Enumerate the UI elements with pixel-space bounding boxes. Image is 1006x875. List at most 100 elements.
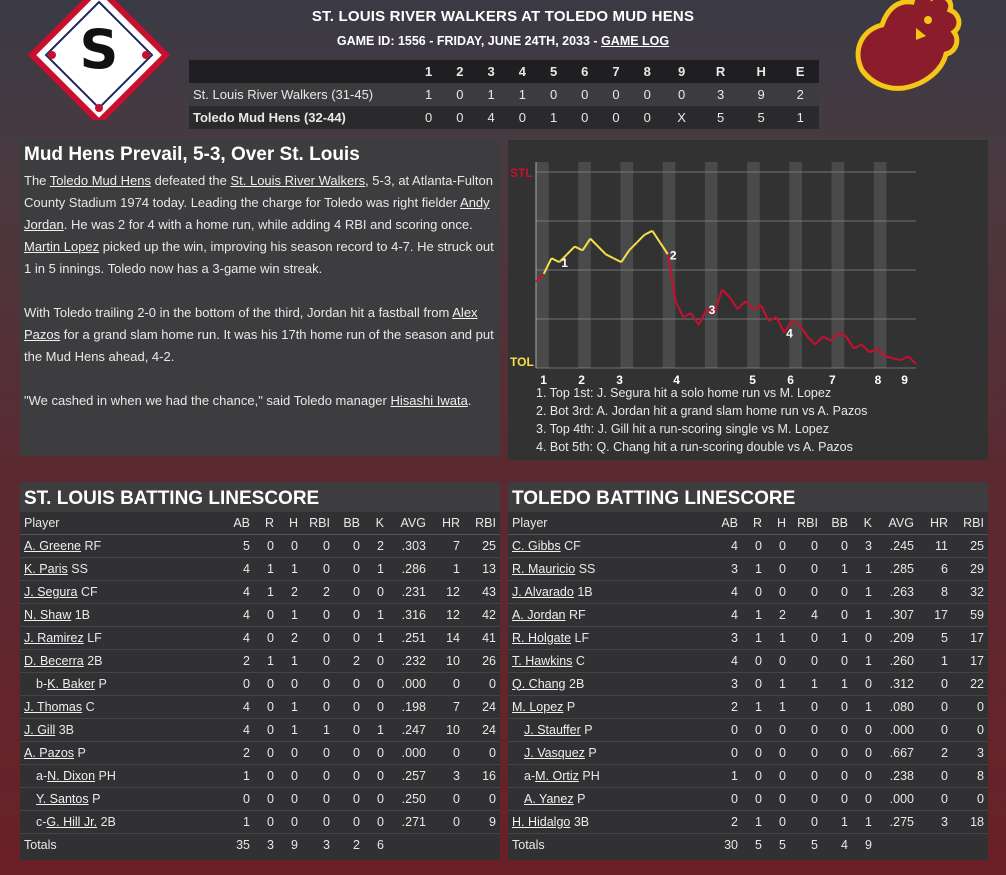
linescore-row: St. Louis River Walkers (31-45) 1 0 1 1 0 0 0 0 0… bbox=[189, 83, 819, 106]
player-cell: R. Mauricio SS bbox=[508, 557, 706, 581]
tol-box-title: TOLEDO BATTING LINESCORE bbox=[508, 482, 988, 512]
stat-cell: 0 bbox=[330, 810, 360, 834]
player-name-link[interactable]: A. Greene bbox=[24, 538, 81, 553]
stl-batting-table: Player AB R H RBI BB K AVG HR RBI A. Greene RF 5 0 0… bbox=[20, 512, 500, 856]
stat-cell: 4 bbox=[218, 695, 250, 719]
linescore-cell: X bbox=[677, 110, 686, 125]
tol-column-header: R bbox=[738, 512, 762, 535]
player-name-link[interactable]: T. Hawkins bbox=[512, 653, 573, 668]
story-link[interactable]: St. Louis River Walkers bbox=[230, 173, 366, 188]
player-name-link[interactable]: A. Yanez bbox=[524, 791, 574, 806]
win-probability-segment bbox=[644, 229, 653, 236]
stat-cell: 1 bbox=[250, 649, 274, 673]
linescore-team-name[interactable]: St. Louis River Walkers (31-45) bbox=[193, 87, 374, 102]
totals-cell: 5 bbox=[779, 837, 786, 852]
linescore-inning-header: 1 bbox=[425, 64, 433, 79]
player-position: 2B bbox=[100, 814, 116, 829]
stat-cell: 1 bbox=[360, 557, 384, 581]
player-name-link[interactable]: N. Shaw bbox=[24, 607, 72, 622]
player-name-link[interactable]: M. Lopez bbox=[512, 699, 564, 714]
player-name-link[interactable]: J. Segura bbox=[24, 584, 78, 599]
stat-cell: 0 bbox=[762, 534, 786, 558]
totals-cell: 9 bbox=[865, 837, 872, 852]
story-link[interactable]: Martin Lopez bbox=[24, 239, 100, 254]
linescore-header-row: 1 2 3 4 5 6 7 8 9 R H E bbox=[189, 60, 819, 83]
totals-cell: 2 bbox=[353, 837, 360, 852]
story-link[interactable]: Andy Jordan bbox=[24, 195, 490, 232]
tol-player-row: R. Mauricio SS 3 1 0 0 1 1.285 6 29 bbox=[508, 557, 988, 581]
stat-cell: .247 bbox=[384, 718, 426, 742]
player-position: LF bbox=[574, 630, 590, 645]
player-name-link[interactable]: J. Thomas bbox=[24, 699, 83, 714]
stat-cell: 2 bbox=[914, 741, 948, 765]
player-name-link[interactable]: C. Gibbs bbox=[512, 538, 561, 553]
stat-cell: 1 bbox=[218, 810, 250, 834]
stl-column-header: Player bbox=[20, 512, 218, 535]
totals-cell bbox=[872, 833, 914, 856]
linescore-team-name[interactable]: Toledo Mud Hens (32-44) bbox=[193, 110, 346, 125]
player-name-link[interactable]: J. Gill bbox=[24, 722, 56, 737]
player-name-link[interactable]: A. Jordan bbox=[512, 607, 566, 622]
story-link[interactable]: Hisashi Iwata bbox=[390, 393, 468, 408]
player-name-link[interactable]: A. Pazos bbox=[24, 745, 75, 760]
tol-column-header: H bbox=[762, 512, 786, 535]
x-tick-label: 8 bbox=[875, 373, 882, 387]
player-name-link[interactable]: R. Holgate bbox=[512, 630, 572, 645]
stat-cell: .000 bbox=[384, 741, 426, 765]
stat-cell: 16 bbox=[460, 764, 500, 788]
stat-cell: 0 bbox=[274, 787, 298, 811]
stat-cell: 0 bbox=[460, 741, 500, 765]
game-log-link[interactable]: GAME LOG bbox=[601, 34, 670, 48]
win-probability-segment bbox=[566, 245, 576, 256]
game-header: S ST. LOUIS RIVER WALKERS AT TOLEDO MUD … bbox=[0, 0, 1006, 135]
stat-cell: 18 bbox=[948, 810, 988, 834]
player-name-link[interactable]: N. Dixon bbox=[47, 768, 96, 783]
player-name-link[interactable]: Y. Santos bbox=[36, 791, 89, 806]
stat-cell: 0 bbox=[360, 672, 384, 696]
stat-cell: 1 bbox=[298, 718, 330, 742]
player-position: P bbox=[98, 676, 107, 691]
stat-cell: 1 bbox=[274, 695, 298, 719]
win-probability-segment bbox=[822, 335, 832, 342]
player-name-link[interactable]: J. Stauffer bbox=[524, 722, 581, 737]
player-position: LF bbox=[87, 630, 102, 645]
stat-cell: 1 bbox=[738, 695, 762, 719]
stat-cell: 0 bbox=[786, 695, 818, 719]
player-name-link[interactable]: Q. Chang bbox=[512, 676, 566, 691]
st-louis-logo: S bbox=[27, 0, 171, 120]
stat-cell: 1 bbox=[848, 557, 872, 581]
stat-cell: 0 bbox=[914, 764, 948, 788]
x-tick-label: 1 bbox=[540, 373, 547, 387]
story-link[interactable]: Alex Pazos bbox=[24, 305, 478, 342]
stat-cell: .667 bbox=[872, 741, 914, 765]
player-cell: K. Paris SS bbox=[20, 557, 218, 581]
player-name-link[interactable]: M. Ortiz bbox=[535, 768, 579, 783]
stat-cell: 1 bbox=[274, 649, 298, 673]
player-cell: a-N. Dixon PH bbox=[20, 764, 218, 788]
totals-cell: 4 bbox=[841, 837, 848, 852]
stat-cell: 29 bbox=[948, 557, 988, 581]
sub-prefix: a- bbox=[524, 768, 536, 783]
player-name-link[interactable]: J. Ramirez bbox=[24, 630, 84, 645]
stat-cell: 0 bbox=[818, 718, 848, 742]
player-name-link[interactable]: D. Becerra bbox=[24, 653, 84, 668]
player-position: PH bbox=[98, 768, 116, 783]
stat-cell: 0 bbox=[706, 718, 738, 742]
stat-cell: 0 bbox=[330, 534, 360, 558]
win-probability-segment bbox=[752, 304, 762, 311]
stat-cell: 0 bbox=[914, 718, 948, 742]
player-name-link[interactable]: J. Vasquez bbox=[524, 745, 585, 760]
player-name-link[interactable]: K. Paris bbox=[24, 561, 68, 576]
player-name-link[interactable]: R. Mauricio bbox=[512, 561, 576, 576]
stat-cell: 0 bbox=[274, 810, 298, 834]
player-name-link[interactable]: K. Baker bbox=[47, 676, 96, 691]
stat-cell: .312 bbox=[872, 672, 914, 696]
player-name-link[interactable]: G. Hill Jr. bbox=[46, 814, 98, 829]
player-name-link[interactable]: H. Hidalgo bbox=[512, 814, 571, 829]
linescore-cell: 5 bbox=[716, 110, 725, 125]
story-link[interactable]: Toledo Mud Hens bbox=[49, 173, 151, 188]
linescore-cell: 0 bbox=[549, 87, 558, 102]
sub-prefix: b- bbox=[36, 676, 48, 691]
stat-cell: .257 bbox=[384, 764, 426, 788]
player-name-link[interactable]: J. Alvarado bbox=[512, 584, 574, 599]
